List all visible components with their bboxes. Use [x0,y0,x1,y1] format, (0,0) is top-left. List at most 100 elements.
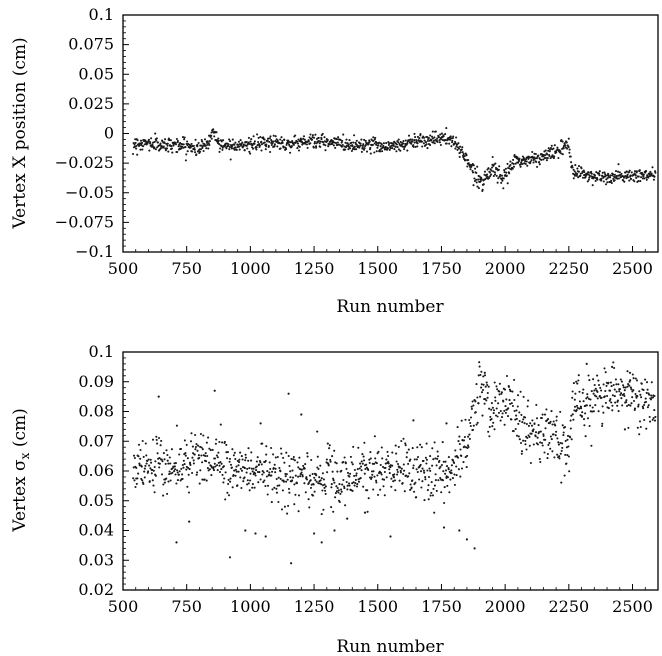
data-point [152,484,155,487]
outlier-point [445,422,448,425]
data-point [381,457,384,460]
data-point [622,176,626,179]
data-point [480,370,483,373]
data-point [355,143,358,146]
data-point [571,396,574,399]
data-point [208,461,211,464]
data-point [616,170,620,173]
data-point [505,398,508,401]
data-point [568,470,571,473]
data-point [618,171,621,174]
data-point [249,140,252,143]
data-point [564,439,567,442]
data-point [480,391,484,394]
data-point [275,491,278,494]
x-tick-label: 2250 [548,597,589,616]
data-point [221,148,224,151]
data-point [524,162,527,166]
data-point [407,462,410,465]
data-point [370,470,374,473]
data-point [181,473,184,476]
data-point [142,145,145,148]
data-point [332,479,335,482]
data-point [340,469,343,472]
data-point [369,152,372,155]
data-point [457,468,460,471]
data-point [387,460,390,463]
data-point [202,149,205,153]
data-point [267,144,270,147]
data-point [252,135,255,138]
data-point [272,453,275,456]
data-point [637,405,640,408]
data-point [215,438,218,441]
data-point [566,434,570,437]
data-point [239,139,242,142]
data-point [411,479,414,482]
data-point [168,473,171,476]
data-point [276,455,279,459]
data-point [482,375,485,378]
x-tick-label: 1750 [421,597,462,616]
data-point [297,138,300,141]
data-point [525,448,528,451]
data-point [393,148,396,151]
y-tick-label: 0 [104,124,114,143]
data-point [186,150,189,153]
data-point [143,476,146,479]
data-point [652,416,655,420]
data-point [245,140,248,143]
x-tick-label: 2250 [548,259,589,278]
data-point [604,183,608,186]
data-point [360,138,363,141]
data-point [396,473,399,476]
data-point [574,392,577,395]
data-point [260,149,263,152]
data-point [148,480,151,483]
data-point [257,481,260,484]
top-data-points [131,127,657,193]
data-point [359,142,362,145]
data-point [445,465,449,468]
data-point [316,430,319,433]
data-point [229,158,232,161]
data-point [147,138,150,141]
data-point [265,453,268,456]
data-point [455,474,458,477]
data-point [546,457,549,460]
data-point [626,370,629,373]
data-point [509,163,512,167]
data-point [505,374,509,378]
data-point [216,139,219,142]
data-point [538,161,541,164]
data-point [197,454,200,457]
data-point [586,393,589,396]
data-point [456,426,459,429]
data-point [459,475,462,478]
outlier-point [157,395,160,398]
data-point [327,145,330,148]
data-point [230,466,233,469]
data-point [477,402,480,405]
data-point [524,160,527,163]
data-point [221,473,224,476]
data-point [535,160,538,164]
data-point [522,439,525,442]
data-point [642,407,645,410]
data-point [425,442,428,445]
data-point [184,454,187,457]
data-point [471,428,475,431]
data-point [553,144,556,147]
data-point [578,400,581,403]
data-point [396,470,399,474]
data-point [654,170,657,173]
data-point [353,484,356,487]
data-point [297,494,301,497]
data-point [220,468,223,471]
data-point [582,388,585,391]
data-point [210,134,213,137]
data-point [324,149,327,152]
y-tick-label: 0.02 [78,580,114,599]
data-point [631,396,634,399]
data-point [431,494,434,497]
